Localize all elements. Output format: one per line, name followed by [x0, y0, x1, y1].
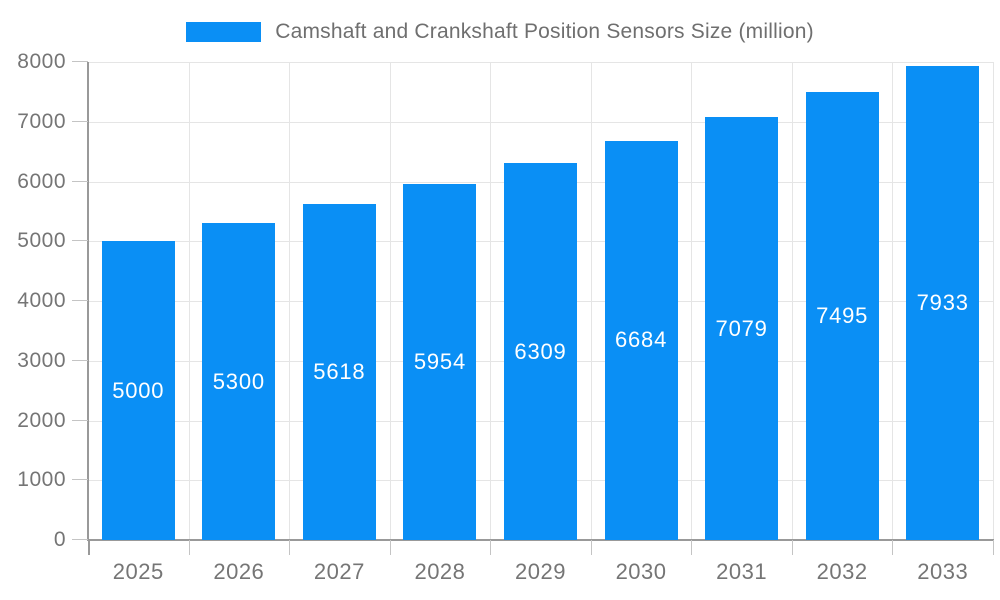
bar-value-label: 7495: [816, 303, 869, 329]
y-tick: [72, 359, 88, 361]
legend-swatch[interactable]: [186, 22, 262, 42]
x-tick-label: 2032: [816, 559, 868, 584]
v-gridline: [993, 62, 994, 540]
v-gridline: [188, 62, 190, 540]
x-tick-label: 2028: [414, 559, 466, 584]
h-gridline: [88, 62, 993, 63]
y-tick: [72, 300, 88, 301]
y-tick-label: 5000: [17, 229, 66, 253]
y-tick: [72, 61, 88, 62]
y-tick-label: 0: [53, 528, 66, 551]
x-tick-label: 2030: [615, 559, 667, 584]
y-tick-label: 1000: [17, 468, 66, 492]
bar-value-label: 7933: [916, 290, 969, 315]
bar: [805, 92, 879, 540]
x-tick: [892, 540, 894, 555]
y-tick-label: 6000: [17, 169, 66, 193]
x-tick-label: 2025: [112, 559, 164, 584]
h-gridline: [88, 121, 993, 123]
v-gridline: [590, 62, 592, 540]
y-tick: [72, 240, 88, 242]
v-gridline: [289, 62, 291, 540]
y-axis-line: [87, 62, 89, 540]
x-tick-label: 2031: [716, 559, 768, 584]
x-tick-label: 2026: [213, 559, 265, 584]
y-tick: [72, 419, 88, 421]
y-tick: [72, 180, 88, 182]
v-gridline: [892, 62, 894, 540]
chart-title: Camshaft and Crankshaft Position Sensors…: [275, 20, 814, 43]
x-tick-label: 2027: [313, 559, 365, 584]
v-gridline: [691, 62, 693, 540]
x-tick-label: 2033: [917, 559, 969, 584]
bar-value-label: 5000: [112, 377, 165, 403]
v-gridline: [791, 62, 793, 540]
y-tick-label: 2000: [17, 408, 66, 432]
x-tick: [389, 540, 391, 555]
bar-value-label: 6684: [614, 327, 668, 353]
x-tick: [88, 540, 90, 555]
y-tick: [72, 539, 88, 540]
bar-value-label: 5618: [313, 359, 366, 385]
x-tick: [188, 540, 190, 555]
x-tick: [490, 540, 492, 555]
x-tick: [993, 540, 994, 555]
x-tick: [691, 540, 693, 555]
x-tick-label: 2029: [515, 559, 566, 584]
bar-value-label: 7079: [715, 315, 768, 341]
x-tick: [590, 540, 592, 555]
bar-value-label: 5954: [413, 349, 467, 375]
y-tick: [72, 479, 88, 481]
v-gridline: [389, 62, 391, 540]
x-axis-line: [87, 539, 994, 541]
y-tick-label: 8000: [17, 50, 66, 73]
bar: [604, 140, 678, 540]
y-tick-label: 7000: [17, 109, 66, 133]
legend[interactable]: Camshaft and Crankshaft Position Sensors…: [0, 20, 1000, 44]
x-tick: [791, 540, 793, 555]
bar: [302, 204, 376, 540]
y-tick-label: 3000: [17, 348, 66, 372]
bar: [403, 184, 477, 540]
x-tick: [289, 540, 291, 555]
bar: [705, 117, 779, 540]
y-tick-label: 4000: [17, 289, 66, 312]
bar: [202, 223, 276, 540]
v-gridline: [490, 62, 492, 540]
bar: [906, 66, 980, 540]
bar-value-label: 6309: [514, 338, 567, 364]
bar-value-label: 5300: [212, 368, 265, 394]
y-tick: [72, 120, 88, 122]
bar: [504, 163, 577, 540]
bar: [101, 241, 175, 540]
